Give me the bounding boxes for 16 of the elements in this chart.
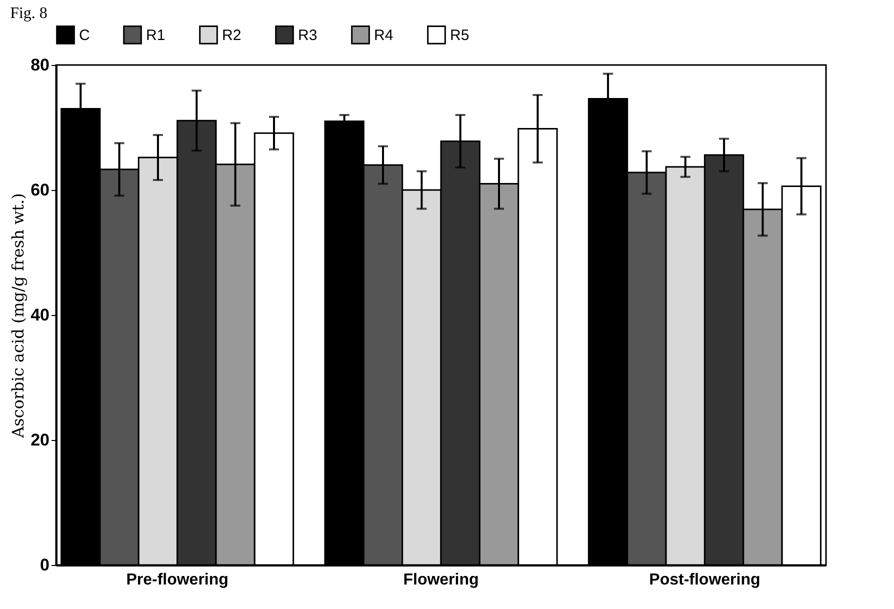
chart-title: Fig. 8 <box>10 5 48 22</box>
y-tick-label: 20 <box>30 430 50 450</box>
x-tick-label: Post-flowering <box>649 572 760 588</box>
legend-label: R1 <box>146 26 166 44</box>
y-tick-label: 0 <box>40 556 50 574</box>
legend-label: R2 <box>222 26 242 44</box>
y-tick-label: 80 <box>30 56 50 74</box>
y-axis-title: Ascorbic acid (mg/g fresh wt.) <box>8 193 28 439</box>
x-tick-label: Pre-flowering <box>126 572 228 588</box>
legend-label: R3 <box>298 26 318 44</box>
legend-label: R4 <box>374 26 394 44</box>
legend-label: R5 <box>450 26 470 44</box>
y-tick-label: 60 <box>30 180 50 200</box>
y-tick-label: 40 <box>30 306 50 324</box>
x-tick-label: Flowering <box>403 572 479 588</box>
legend-label: C <box>79 26 90 44</box>
